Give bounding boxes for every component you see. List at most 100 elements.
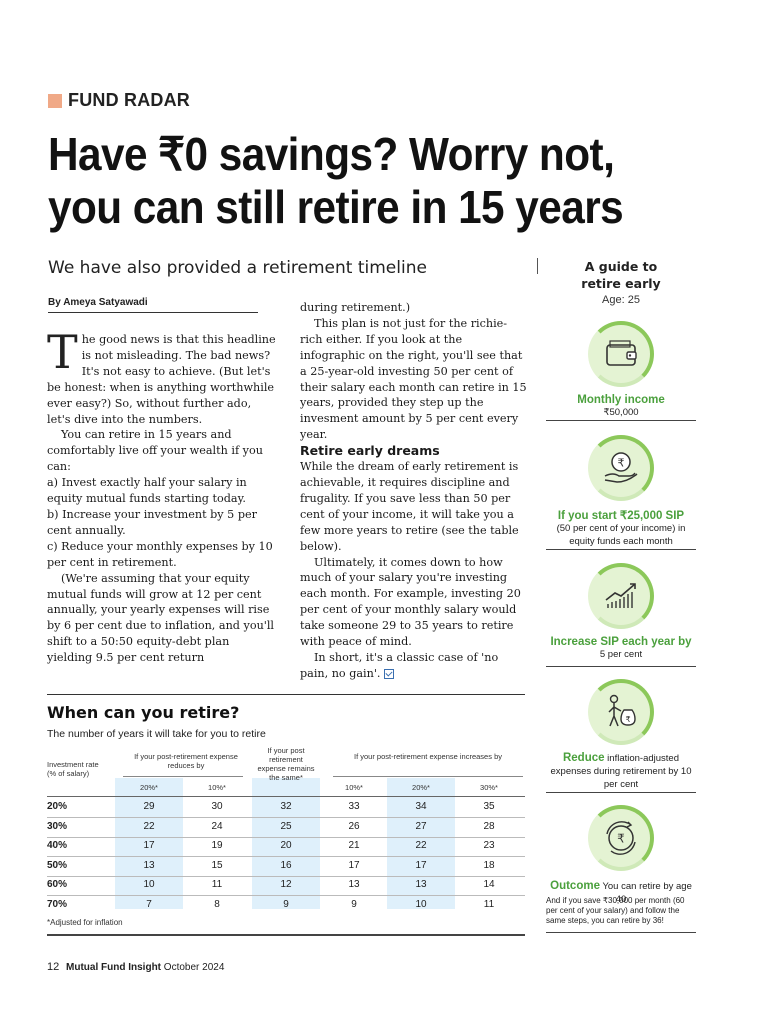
headline-line-2: you can still retire in 15 years [48,181,624,233]
table-cell: 11 [211,879,223,890]
row-label: 40% [47,840,68,851]
page-footer: 12 Mutual Fund Insight October 2024 [47,961,224,973]
table-cell: 22 [415,840,427,851]
row-label: 60% [47,879,68,890]
step-text-rest: You can retire by age 40 [602,881,692,905]
column-header: 20%* [140,783,158,792]
table-cell: 23 [483,840,495,851]
separator [546,792,696,793]
table-bottom-rule [47,934,525,936]
highlight-column [252,778,320,909]
wallet-icon [606,340,637,366]
table-cell: 8 [214,898,220,910]
table-note: *Adjusted for inflation [47,918,123,927]
byline: By Ameya Satyawadi [48,297,258,313]
icon-badge: ₹ [585,432,657,504]
paragraph: during retirement.) [300,301,411,314]
separator [546,549,696,550]
table-cell: 17 [143,840,155,851]
table-cell: 16 [280,859,292,871]
table-cell: 25 [280,820,292,832]
row-line [47,817,525,818]
row-line [47,875,525,877]
table-cell: 27 [415,820,427,832]
table-cell: 24 [211,820,223,832]
drop-cap: T [47,325,78,379]
list-item: a) Invest exactly half your salary in eq… [47,476,247,506]
sidebar-title-line-1: A guide to [584,259,658,274]
table-cell: 17 [348,859,360,871]
column-group-header: If your post-retirement expense increase… [354,752,502,761]
table-cell: 21 [348,840,360,851]
kicker-square [48,93,62,108]
svg-text:₹: ₹ [617,832,625,846]
table-cell: 26 [348,820,360,832]
row-label: 70% [47,898,68,910]
list-item: b) Increase your investment by 5 per cen… [47,507,257,537]
column-header: 10%* [208,783,226,792]
highlight-column [115,778,183,909]
row-label: 20% [47,801,68,812]
table-cell: 10 [415,898,427,910]
table-cell: 30 [211,801,223,812]
paragraph: Ultimately, it comes down to how much of… [300,555,521,649]
step-text: Outcome You can retire by age 40 [546,880,696,906]
icon-badge [585,318,657,390]
table-cell: 13 [348,879,360,890]
article-column-2: during retirement.) This plan is not jus… [300,300,528,682]
header-rule [333,776,523,777]
table-cell: 12 [280,879,292,890]
step-label: Monthly income [577,394,665,406]
svg-text:₹: ₹ [625,715,630,724]
row-line [47,836,525,838]
svg-text:₹: ₹ [618,457,625,470]
sidebar-step: Monthly income ₹50,000 [546,318,696,419]
sidebar-note: And if you save ₹30,000 per month (60 pe… [546,896,685,925]
sidebar-title-line-2: retire early [581,276,661,291]
table-cell: 9 [351,898,357,910]
section-kicker: FUND RADAR [48,90,190,111]
end-mark-icon [384,668,395,679]
separator [546,666,696,667]
headline: Have ₹0 savings? Worry not, you can stil… [48,128,674,234]
separator [546,420,696,421]
vertical-rule [537,258,538,274]
sidebar-step: ₹ Outcome You can retire by age 40 [546,802,696,906]
deck: We have also provided a retirement timel… [48,258,427,278]
table-cell: 17 [415,859,427,871]
table-cell: 28 [483,820,495,832]
row-line [47,856,525,857]
row-label: 50% [47,859,68,871]
icon-badge: ₹ [585,802,657,874]
person-moneybag-icon: ₹ [608,694,636,727]
table-cell: 11 [483,898,495,910]
table-cell: 33 [348,801,360,812]
highlight-column [387,778,455,909]
step-label: Increase SIP each year by [550,636,692,648]
step-text: (50 per cent of your income) in equity f… [556,523,686,547]
table-cell: 22 [143,820,155,832]
step-text: ₹50,000 [603,407,639,418]
step-text: Reduce inflation-adjusted expenses durin… [546,752,696,791]
step-label: Outcome [550,880,600,892]
column-header: 20%* [412,783,430,792]
table-cell: 20 [280,840,292,851]
sidebar-age: Age: 25 [602,294,640,306]
table-cell: 19 [211,840,223,851]
rising-chart-icon [605,583,636,608]
table-cell: 9 [283,898,289,910]
column-header: 10%* [345,783,363,792]
paragraph: (We're assuming that your equity mutual … [47,571,275,665]
table-cell: 10 [143,879,155,890]
coin-hand-icon: ₹ [604,452,638,483]
page-number: 12 [47,961,60,973]
paragraph: While the dream of early retirement is a… [300,460,519,553]
step-text: 5 per cent [599,649,643,660]
row-line [47,895,525,896]
list-item: c) Reduce your monthly expenses by 10 pe… [47,539,273,569]
header-rule [123,776,243,777]
sidebar-title: A guide to retire early [546,258,696,292]
paragraph: he good news is that this headline is no… [47,333,276,426]
paragraph: You can retire in 15 years and comfortab… [47,428,263,474]
